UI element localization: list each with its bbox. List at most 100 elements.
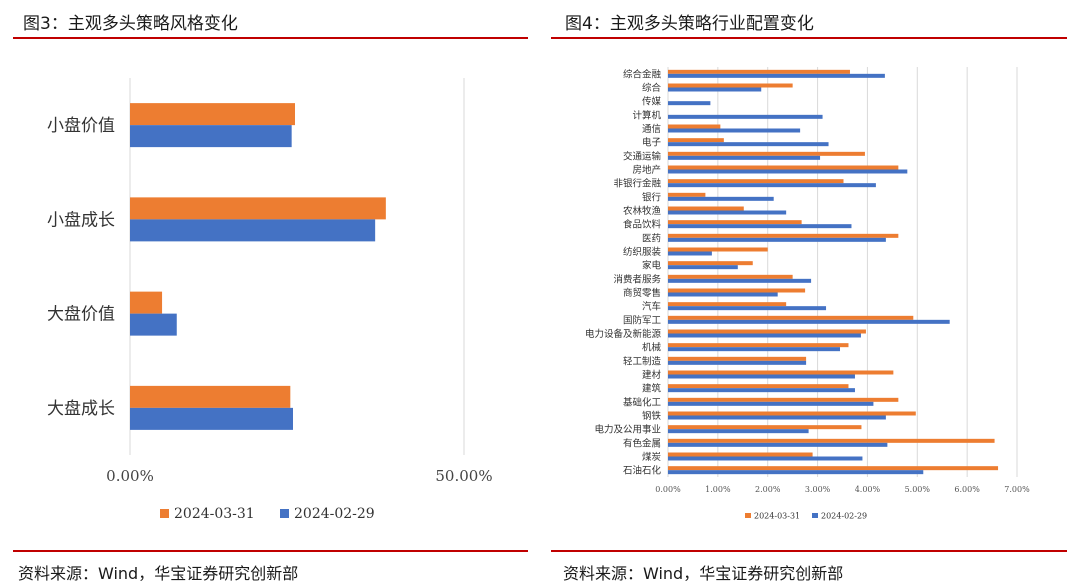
x-tick-label: 50.00% [435,467,492,485]
legend-label: 2024-02-29 [821,512,867,521]
x-tick-label: 4.00% [855,485,881,494]
x-tick-label: 3.00% [805,485,831,494]
bar [130,291,163,314]
x-tick-label: 0.00% [106,467,154,485]
bar [130,385,291,408]
y-category-label: 大盘成长 [47,399,115,419]
source-note: 资料来源：Wind，华宝证券研究创新部 [563,564,844,583]
y-category-label: 通信 [642,123,661,135]
industry-bar-chart: 0.00% 1.00% 2.00% 3.00% 4.00% 5.00% 6.00% 7.00%… [585,67,1030,521]
y-category-label: 房地产 [632,164,661,176]
y-category-label: 钢铁 [642,410,662,422]
y-category-label: 小盘价值 [47,116,115,136]
bar [668,237,886,242]
bar [668,370,894,375]
y-category-label: 大盘价值 [47,305,115,325]
y-category-label: 煤炭 [642,451,662,463]
bar [668,401,874,406]
figure-title: 图4：主观多头策略行业配置变化 [565,14,814,34]
title-rule [551,37,1067,39]
bar [668,142,829,147]
bar [668,278,812,283]
bar [668,356,807,361]
bar [668,183,876,188]
y-category-label: 家电 [642,260,662,272]
y-category-label: 建材 [642,369,662,381]
bar [668,302,787,307]
y-category-label: 商贸零售 [623,287,661,299]
y-category-label: 汽车 [642,301,661,313]
legend-swatch [745,513,751,518]
bar [668,466,999,471]
bar [668,155,821,160]
figure-style-shift: 图3：主观多头策略风格变化 0.00% 50.00% 小盘价值 小盘成长 大盘价值 大盘成… [13,14,528,583]
x-tick-label: 7.00% [1004,485,1030,494]
bar [668,319,950,324]
bar [130,125,292,148]
bar [668,384,849,389]
bar [668,442,888,447]
y-category-label: 轻工制造 [623,355,662,367]
source-rule [13,550,528,552]
bar [668,456,863,461]
bar [668,165,899,170]
bar [668,261,753,266]
y-category-label: 银行 [642,191,662,203]
x-tick-label: 6.00% [954,485,980,494]
bar [130,313,177,336]
bar [668,128,801,133]
bar [668,114,823,119]
y-category-label: 小盘成长 [47,210,115,230]
bar [668,425,862,430]
legend-swatch [812,513,818,518]
legend-label: 2024-03-31 [754,512,800,521]
figure-industry-shift: 图4：主观多头策略行业配置变化 0.00% 1.00% 2.00% 3.00% 4.00… [540,0,1080,587]
title-rule [13,37,528,39]
y-category-label: 交通运输 [623,150,662,162]
bar [668,374,855,379]
y-category-label: 电子 [642,137,662,149]
legend-swatch [280,509,289,518]
bar [668,329,866,334]
bar [668,292,778,297]
y-category-label: 综合 [642,82,662,94]
bar [668,438,995,443]
y-category-label: 农林牧渔 [623,205,662,217]
y-category-label: 国防军工 [623,314,662,326]
bar [668,169,908,174]
bar [668,452,813,457]
bar [668,333,861,338]
bar [668,411,916,416]
bar [668,179,844,184]
source-rule [551,550,1067,552]
bar [668,138,724,143]
bar [668,124,721,129]
x-tick-label: 2.00% [755,485,781,494]
bar [668,429,809,434]
y-category-label: 传媒 [642,96,662,108]
bar [668,220,802,225]
bar [668,101,711,106]
y-category-label: 医药 [642,233,661,244]
bar [668,251,712,256]
legend-label: 2024-02-29 [294,506,375,522]
bar [668,274,793,279]
legend-label: 2024-03-31 [174,506,255,522]
bar [668,347,841,352]
bar [668,210,787,215]
y-category-label: 机械 [642,342,662,354]
bar [130,197,386,220]
bar [130,103,295,126]
y-category-label: 石油石化 [623,465,662,477]
y-category-label: 有色金属 [623,437,661,449]
bar [668,83,793,88]
bar [668,343,849,348]
bar [668,69,850,74]
bar [668,206,744,211]
bar [668,224,852,229]
bar [668,87,762,92]
y-category-label: 基础化工 [623,396,662,408]
y-category-label: 电力设备及新能源 [585,328,662,340]
bar [668,151,865,156]
